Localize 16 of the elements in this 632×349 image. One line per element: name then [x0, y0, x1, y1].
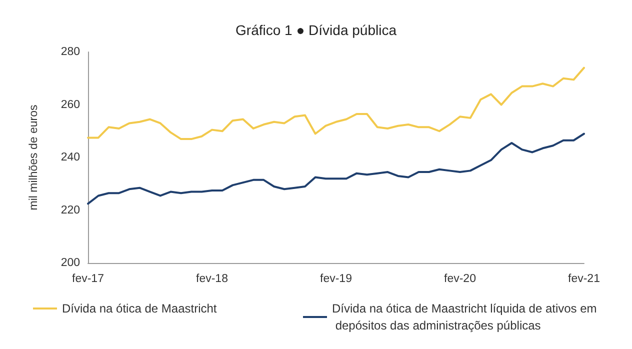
y-tick-label: 200	[60, 257, 80, 269]
x-tick-label: fev-18	[196, 273, 228, 285]
legend-label: Dívida na ótica de Maastricht	[62, 302, 218, 316]
x-tick-label: fev-21	[568, 273, 600, 285]
x-tick-label: fev-20	[444, 273, 476, 285]
y-tick-label: 220	[60, 204, 80, 216]
x-tick-label: fev-17	[72, 273, 104, 285]
y-tick-label: 260	[60, 98, 80, 111]
line-series	[87, 132, 585, 205]
y-tick-label: 240	[60, 152, 80, 164]
x-tick-label: fev-19	[320, 273, 352, 285]
y-axis-title: mil milhões de euros	[28, 104, 40, 210]
legend-label: Dívida na ótica de Maastricht líquida de ativos em depósitos das administrações públicas	[332, 302, 597, 332]
y-tick-label: 280	[60, 46, 80, 58]
line-series	[87, 66, 585, 140]
chart-title: Gráfico 1 ● Dívida pública	[236, 22, 397, 38]
